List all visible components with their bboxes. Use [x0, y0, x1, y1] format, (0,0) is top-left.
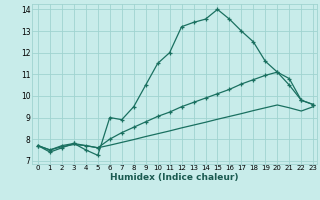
X-axis label: Humidex (Indice chaleur): Humidex (Indice chaleur) — [110, 173, 239, 182]
